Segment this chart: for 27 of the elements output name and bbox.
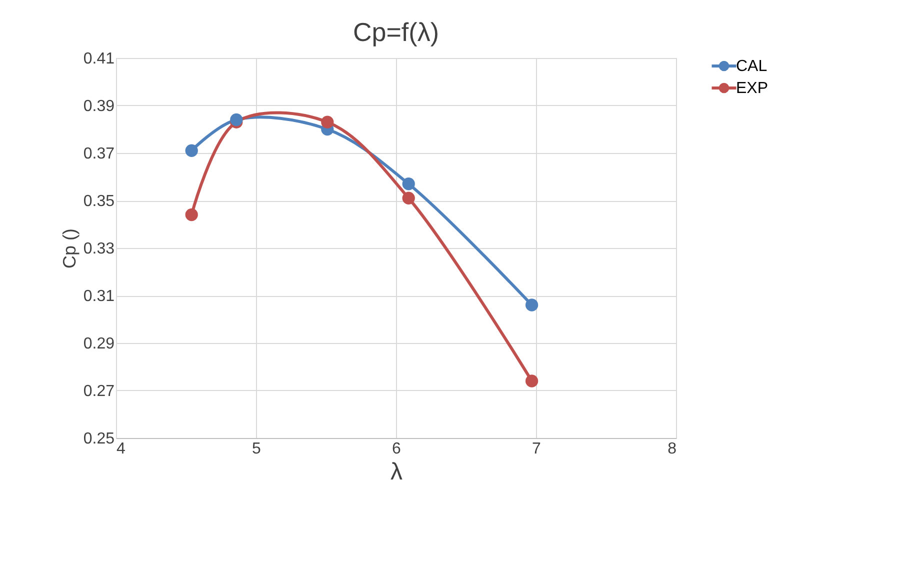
point (402, 192, 415, 204)
y-tick-label: 0.39 (83, 98, 115, 115)
y-tick-label: 0.37 (83, 146, 115, 162)
y-tick-label: 0.31 (83, 288, 115, 305)
legend-label: CAL (736, 58, 768, 75)
legend-label: EXP (736, 80, 768, 97)
y-tick-label: 0.33 (83, 240, 115, 258)
point (185, 208, 198, 222)
point (525, 374, 538, 388)
point (321, 116, 334, 128)
point (185, 144, 198, 157)
x-tick-label: 6 (392, 440, 402, 458)
x-tick-label: 5 (252, 440, 262, 458)
y-tick-label: 0.35 (83, 193, 115, 210)
y-tick-label: 0.25 (83, 430, 115, 448)
point (525, 298, 538, 312)
x-axis-title: λ (390, 458, 402, 486)
x-tick-label: 4 (116, 440, 126, 458)
chart-title: Cp=f(λ) (353, 17, 439, 47)
point (402, 178, 415, 190)
x-tick-label: 8 (668, 440, 677, 458)
y-axis-title: Cp () (59, 228, 80, 268)
y-tick-label: 0.41 (83, 50, 115, 68)
point (230, 113, 243, 126)
y-tick-label: 0.27 (83, 383, 115, 400)
x-tick-label: 7 (532, 440, 542, 458)
y-tick-label: 0.29 (83, 336, 115, 352)
